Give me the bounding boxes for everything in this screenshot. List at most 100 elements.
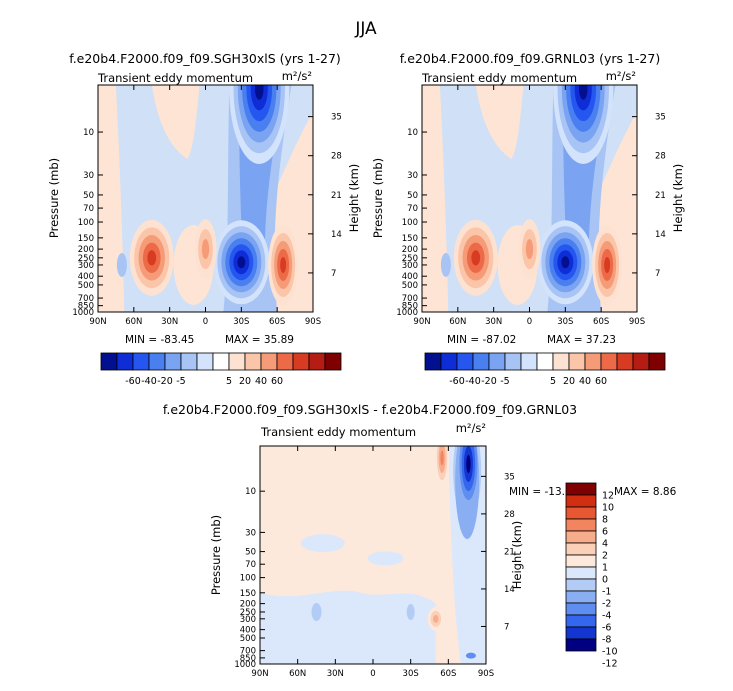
colorbar-label: -60 [449, 376, 465, 387]
x-tick-label: 60N [449, 317, 466, 327]
colorbar-box [244, 352, 262, 371]
y-tick-label: 300 [240, 615, 256, 625]
colorbar-box [565, 590, 597, 604]
positive-core [280, 256, 287, 273]
colorbar-box [260, 352, 278, 371]
height-tick-label: 21 [655, 191, 666, 201]
negative-core [465, 652, 476, 659]
negative-core [311, 602, 322, 621]
y-tick-label: 100 [402, 218, 418, 228]
x-tick-label: 30N [485, 317, 502, 327]
panel-grnl03: f.e20b4.F2000.f09_f09.GRNL03 (yrs 1-27) … [371, 51, 685, 387]
colorbar-label: -5 [500, 376, 509, 387]
negative-core [561, 256, 570, 269]
colorbar-box [504, 352, 522, 371]
height-tick-label: 7 [655, 269, 660, 279]
y-tick-label: 850 [402, 302, 418, 312]
x-tick-label: 60S [440, 669, 456, 679]
panel-subtitle: Transient eddy momentum [260, 425, 416, 439]
colorbar-label: 0 [602, 575, 608, 586]
panel-units: m²/s² [282, 69, 312, 83]
y-tick-label: 200 [240, 600, 256, 610]
warm-region [422, 85, 449, 312]
colorbar-label: 10 [602, 503, 614, 514]
colorbar-box [228, 352, 246, 371]
height-tick-label: 28 [504, 510, 515, 520]
colorbar-label: 5 [226, 376, 232, 387]
colorbar-box [116, 352, 134, 371]
panel-subtitle: Transient eddy momentum [97, 71, 253, 85]
min-label: MIN = -83.45 [125, 334, 194, 346]
positive-core [471, 250, 481, 266]
colorbar-label: -1 [602, 587, 611, 598]
colorbar-box [565, 614, 597, 628]
height-tick-label: 7 [331, 269, 336, 279]
y-tick-label: 70 [245, 560, 256, 570]
height-tick-label: 21 [331, 191, 342, 201]
x-tick-label: 60S [269, 317, 285, 327]
axes: 90N 60N 30N 0 30S 60S 90S103050701001502002503… [234, 446, 515, 679]
y-tick-label: 10 [407, 128, 418, 138]
y-tick-label: 10 [245, 487, 256, 497]
colorbar-box [632, 352, 650, 371]
max-label: MAX = 8.86 [614, 486, 677, 498]
y-tick-label: 700 [240, 647, 256, 657]
x-tick-label: 0 [370, 669, 375, 679]
y-tick-label: 30 [245, 528, 256, 538]
min-label: MIN = -13.55 [509, 486, 578, 498]
y-tick-label: 400 [402, 272, 418, 282]
colorbar-box [292, 352, 310, 371]
colorbar-box [568, 352, 586, 371]
height-tick-label: 14 [655, 230, 666, 240]
x-tick-label: 30N [327, 669, 344, 679]
y-tick-label: 150 [240, 589, 256, 599]
colorbar-label: -5 [176, 376, 185, 387]
colorbar-label: 5 [550, 376, 556, 387]
y-tick-label: 100 [240, 574, 256, 584]
colorbar-label: 6 [602, 527, 608, 538]
y-tick-label: 10 [83, 128, 94, 138]
panel-sgh30xls: f.e20b4.F2000.f09_f09.SGH30xlS (yrs 1-27… [47, 51, 361, 387]
y-tick-label: 150 [78, 234, 94, 244]
contour-field [98, 85, 313, 312]
colorbar: -60 -40 -20 -5 5 20 40 60 [424, 352, 666, 387]
colorbar-box [565, 542, 597, 556]
colorbar-label: 1 [602, 563, 608, 574]
x-tick-label: 30S [233, 317, 249, 327]
panel-difference: f.e20b4.F2000.f09_f09.SGH30xlS - f.e20b4… [163, 402, 677, 679]
colorbar-box [565, 554, 597, 568]
colorbar-label: 20 [239, 376, 251, 387]
colorbar-box [164, 352, 182, 371]
colorbar-box [308, 352, 326, 371]
figure-title: JJA [354, 19, 377, 39]
colorbar-box [565, 638, 597, 652]
max-label: MAX = 35.89 [225, 334, 294, 346]
colorbar-label: 20 [563, 376, 575, 387]
colorbar-box [100, 352, 118, 371]
x-tick-label: 30S [557, 317, 573, 327]
positive-core [440, 450, 444, 466]
height-tick-label: 14 [504, 585, 515, 595]
y-tick-label: 50 [83, 191, 94, 201]
y-tick-label: 250 [402, 254, 418, 264]
x-tick-label: 60N [289, 669, 306, 679]
colorbar-box [212, 352, 230, 371]
y-tick-label: 70 [83, 204, 94, 214]
positive-core [525, 239, 534, 260]
colorbar-box [324, 352, 342, 371]
contour-field [422, 85, 637, 312]
colorbar-box [616, 352, 634, 371]
negative-region [300, 534, 345, 553]
height-tick-label: 7 [504, 622, 509, 632]
x-tick-label: 90S [305, 317, 321, 327]
panel-title: f.e20b4.F2000.f09_f09.SGH30xlS (yrs 1-27… [69, 51, 341, 66]
positive-core [201, 239, 210, 260]
x-tick-label: 0 [527, 317, 532, 327]
colorbar-box [536, 352, 554, 371]
colorbar-label: 40 [255, 376, 267, 387]
colorbar-box [600, 352, 618, 371]
warm-region [475, 85, 524, 160]
height-tick-label: 21 [504, 547, 515, 557]
colorbar-box [440, 352, 458, 371]
